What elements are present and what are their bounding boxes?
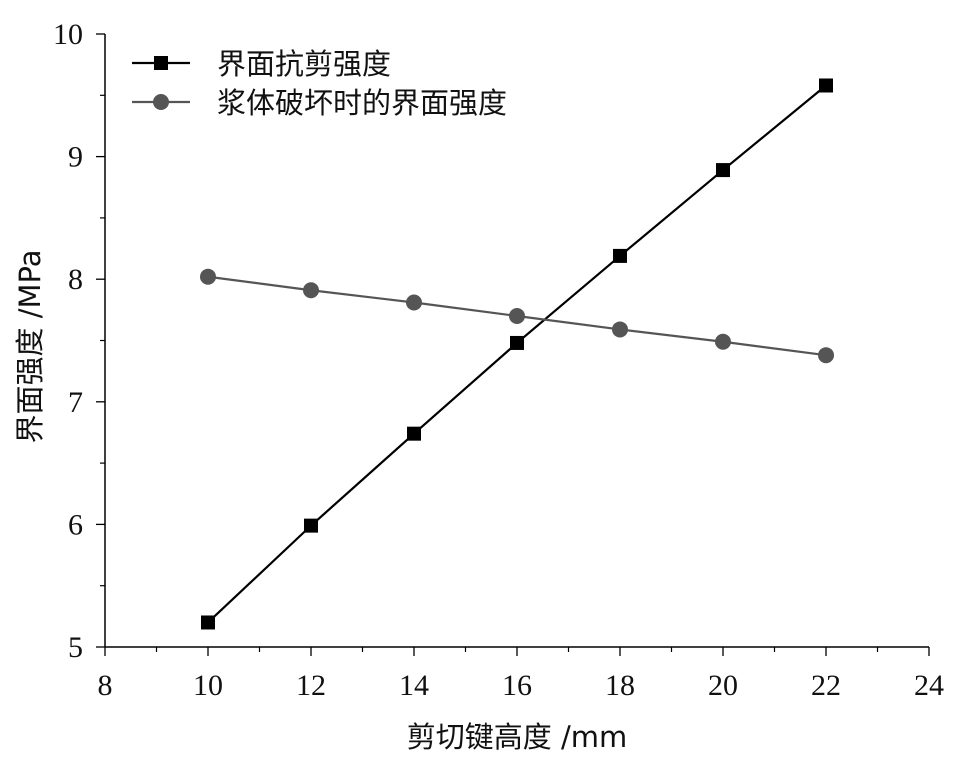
legend-item-1: 界面抗剪强度 — [132, 47, 391, 81]
x-tick-label: 24 — [914, 669, 944, 702]
legend-label: 浆体破坏时的界面强度 — [217, 86, 507, 120]
y-axis-title: 界面强度 /MPa — [13, 250, 47, 444]
x-tick-label: 12 — [296, 669, 326, 702]
y-tick-label: 10 — [53, 18, 83, 51]
x-tick-label: 18 — [605, 669, 635, 702]
data-point — [819, 78, 833, 93]
legend-label: 界面抗剪强度 — [217, 47, 391, 81]
x-tick-label: 14 — [399, 669, 429, 702]
data-point — [612, 321, 628, 338]
data-point — [818, 347, 834, 364]
y-tick-label: 5 — [68, 631, 83, 664]
x-tick-label: 20 — [708, 669, 738, 702]
data-point — [716, 163, 730, 178]
x-tick-label: 22 — [811, 669, 841, 702]
data-point — [201, 615, 215, 630]
data-point — [200, 268, 216, 285]
data-point — [304, 518, 318, 533]
y-tick-label: 7 — [68, 386, 83, 419]
y-tick-label: 6 — [68, 508, 83, 541]
axes: 8 10 12 14 16 18 20 22 24 5 6 7 8 9 10 — [53, 18, 944, 702]
data-point — [509, 307, 525, 324]
series-layer — [200, 78, 834, 630]
x-tick-label: 10 — [193, 669, 223, 702]
data-point — [303, 282, 319, 299]
x-tick-label: 8 — [98, 669, 113, 702]
series-1 — [201, 78, 833, 630]
y-tick-label: 9 — [68, 141, 83, 174]
series-line — [207, 84, 827, 624]
data-point — [406, 294, 422, 311]
legend-marker — [154, 56, 168, 70]
data-point — [407, 426, 421, 441]
y-tick-label: 8 — [68, 263, 83, 296]
legend-item-2: 浆体破坏时的界面强度 — [132, 86, 507, 120]
data-point — [715, 333, 731, 350]
data-point — [510, 335, 524, 350]
legend-marker — [153, 94, 169, 110]
data-point — [613, 248, 627, 263]
series-2 — [200, 268, 834, 364]
x-tick-label: 16 — [502, 669, 532, 702]
x-axis-title: 剪切键高度 /mm — [407, 720, 628, 754]
